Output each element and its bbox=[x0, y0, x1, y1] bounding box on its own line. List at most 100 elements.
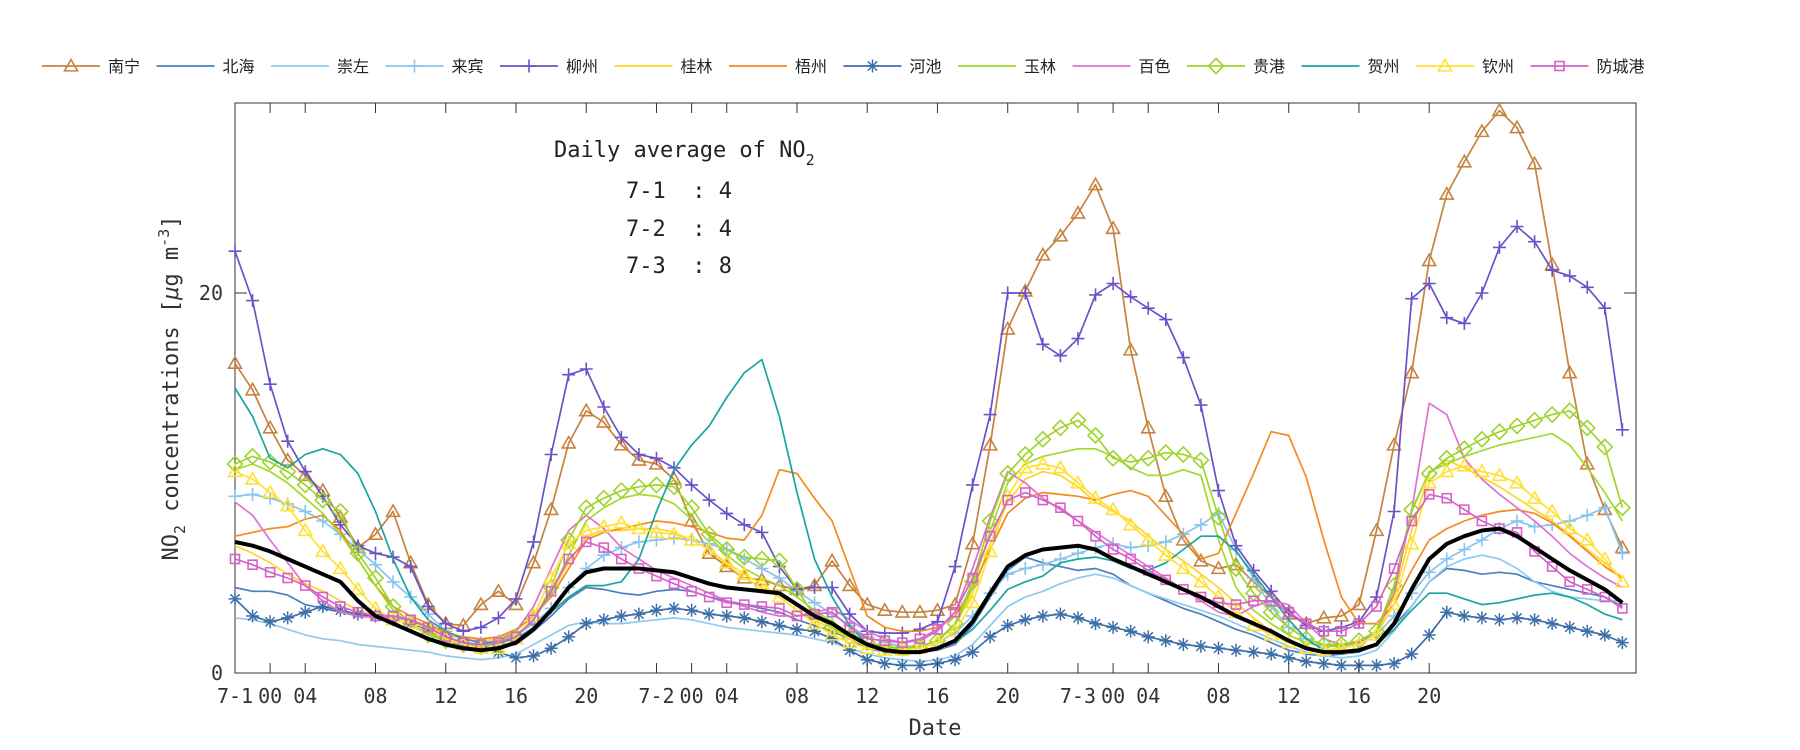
series-point bbox=[508, 596, 524, 611]
series-point bbox=[1283, 606, 1295, 618]
annotation-line-1: 7-1 : 4 bbox=[626, 179, 732, 204]
series-point bbox=[1617, 603, 1628, 614]
legend-swatch-marker bbox=[1437, 57, 1453, 72]
series-point bbox=[1192, 451, 1210, 469]
series-point bbox=[755, 525, 769, 539]
series-point bbox=[1386, 436, 1402, 451]
series-point bbox=[632, 448, 646, 461]
series-point bbox=[737, 518, 751, 532]
series-point bbox=[1370, 658, 1384, 672]
series-point bbox=[1159, 634, 1173, 648]
series-point bbox=[472, 640, 489, 654]
series-point bbox=[999, 464, 1017, 483]
series-point bbox=[1317, 657, 1331, 670]
series-point bbox=[631, 452, 647, 466]
series-point bbox=[1456, 153, 1473, 168]
legend-label: 南宁 bbox=[108, 57, 140, 76]
series-line bbox=[234, 554, 1623, 663]
series-point bbox=[298, 605, 312, 619]
series-point bbox=[1510, 220, 1524, 233]
series-point bbox=[228, 244, 242, 258]
series-point bbox=[1334, 658, 1348, 672]
series-point bbox=[281, 611, 295, 625]
series-point bbox=[1578, 419, 1596, 437]
legend-item-崇左: 崇左 bbox=[271, 57, 369, 76]
series-point bbox=[1087, 490, 1104, 504]
series-point bbox=[791, 610, 803, 622]
series-point bbox=[350, 581, 366, 596]
series-point bbox=[1070, 205, 1086, 219]
legend-swatch-marker bbox=[866, 59, 879, 73]
series-point bbox=[560, 531, 578, 549]
series-point bbox=[279, 462, 297, 481]
series-point bbox=[246, 487, 260, 501]
series-point bbox=[263, 377, 277, 391]
series-point bbox=[1615, 423, 1629, 437]
series-point bbox=[263, 615, 277, 629]
series-point bbox=[1405, 647, 1419, 661]
series-point bbox=[1194, 518, 1208, 532]
series-point bbox=[1508, 417, 1526, 435]
series-point bbox=[579, 362, 593, 376]
series-point bbox=[491, 611, 505, 625]
series-point bbox=[1368, 522, 1385, 537]
series-point bbox=[876, 602, 893, 616]
series-point bbox=[686, 585, 697, 597]
series-point bbox=[649, 603, 663, 617]
series-point bbox=[244, 471, 261, 485]
series-point bbox=[981, 512, 999, 530]
series-point bbox=[648, 455, 665, 470]
series-point bbox=[964, 535, 981, 550]
legend-item-防城港: 防城港 bbox=[1530, 57, 1645, 76]
series-point bbox=[247, 559, 258, 571]
series-point bbox=[982, 543, 999, 558]
series-point bbox=[229, 553, 241, 565]
series-point bbox=[579, 617, 593, 631]
series-point bbox=[1422, 565, 1436, 579]
series-point bbox=[1599, 591, 1611, 603]
series-point bbox=[262, 419, 279, 434]
series-point bbox=[1002, 494, 1014, 506]
series-point bbox=[1176, 351, 1190, 365]
series-point bbox=[1510, 514, 1524, 528]
series-point bbox=[632, 535, 646, 549]
series-point bbox=[1386, 596, 1402, 611]
y-axis-label-unit: g m bbox=[159, 247, 184, 287]
daily-average-annotation: Daily average of NO2 7-1 : 4 7-2 : 4 7-3… bbox=[554, 138, 815, 279]
series-point bbox=[755, 615, 769, 629]
x-tick-label: 7-3 bbox=[1060, 684, 1096, 708]
series-point bbox=[720, 506, 734, 520]
series-point bbox=[331, 502, 350, 521]
series-point bbox=[332, 560, 349, 575]
series-point bbox=[1315, 609, 1332, 624]
series-line bbox=[234, 430, 1623, 640]
series-point bbox=[999, 320, 1016, 335]
series-point bbox=[738, 599, 750, 610]
series-point bbox=[314, 491, 332, 509]
series-point bbox=[947, 623, 963, 637]
series-point bbox=[1561, 364, 1578, 379]
series-point bbox=[1459, 504, 1470, 515]
series-point bbox=[1336, 625, 1347, 637]
series-point bbox=[702, 607, 716, 621]
series-point bbox=[1018, 562, 1032, 575]
series-point bbox=[1440, 605, 1454, 619]
annotation-title: Daily average of NO2 bbox=[554, 138, 815, 169]
series-point bbox=[1159, 313, 1173, 327]
series-point bbox=[1265, 595, 1277, 607]
series-point bbox=[1227, 559, 1245, 578]
series-point bbox=[612, 481, 630, 500]
series-point bbox=[613, 514, 630, 529]
series-point bbox=[1563, 620, 1577, 634]
series-point bbox=[879, 635, 891, 647]
x-tick-label: 00 bbox=[1101, 684, 1125, 708]
series-point bbox=[1141, 630, 1155, 644]
series-line bbox=[234, 225, 1624, 634]
series-point bbox=[595, 489, 613, 507]
series-point bbox=[1194, 639, 1208, 653]
series-point bbox=[1230, 599, 1242, 610]
series-point bbox=[982, 436, 999, 451]
series-point bbox=[1403, 535, 1420, 550]
series-point bbox=[262, 484, 279, 499]
series-point bbox=[1598, 301, 1612, 315]
